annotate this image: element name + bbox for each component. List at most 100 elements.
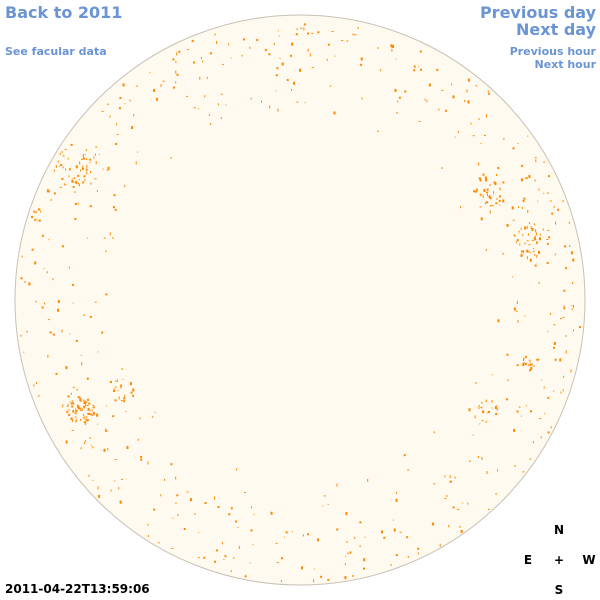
facula-point <box>115 143 118 145</box>
facula-point <box>106 405 108 407</box>
facula-point <box>132 388 135 392</box>
facula-point <box>293 81 295 85</box>
facula-point <box>157 542 160 544</box>
facula-point <box>390 44 393 48</box>
facula-point <box>149 72 151 74</box>
facula-point <box>515 310 518 312</box>
facula-point <box>87 407 90 411</box>
facula-point <box>276 562 279 564</box>
facula-point <box>307 48 309 52</box>
facula-point <box>21 255 23 258</box>
facula-point <box>89 410 91 412</box>
facula-point <box>268 53 271 56</box>
facula-point <box>327 43 330 46</box>
facula-point <box>448 525 450 528</box>
facula-point <box>494 182 497 186</box>
facula-point <box>534 179 536 182</box>
facula-point <box>522 471 525 473</box>
facula-point <box>481 457 483 460</box>
facula-point <box>535 232 537 236</box>
facula-point <box>41 306 44 309</box>
facula-point <box>333 111 336 115</box>
facula-point <box>70 392 72 395</box>
facula-point <box>57 299 60 303</box>
facula-point <box>560 391 562 394</box>
facula-point <box>534 223 536 226</box>
facula-point <box>102 168 104 170</box>
facula-point <box>24 281 27 283</box>
facula-point <box>48 190 50 193</box>
facula-point <box>237 527 239 528</box>
facula-point <box>105 293 108 296</box>
facula-point <box>390 563 392 566</box>
facula-point <box>466 89 468 93</box>
facula-point <box>497 167 500 169</box>
facula-point <box>480 217 483 221</box>
facula-point <box>426 100 428 103</box>
facula-point <box>71 429 74 431</box>
facula-point <box>72 410 75 413</box>
facula-point <box>512 276 514 278</box>
facula-point <box>487 90 489 93</box>
facula-point <box>90 413 92 415</box>
facula-point <box>516 364 519 367</box>
facula-point <box>539 418 542 420</box>
facula-point <box>433 431 435 434</box>
facula-point <box>281 557 283 560</box>
facula-point <box>82 165 84 169</box>
facula-point <box>35 218 37 220</box>
facula-point <box>360 63 363 66</box>
facula-point <box>210 123 212 126</box>
facula-point <box>67 411 69 414</box>
facula-point <box>518 230 520 233</box>
facula-point <box>279 57 281 59</box>
next-day-link[interactable]: Next day <box>516 20 596 39</box>
facula-point <box>85 158 87 161</box>
facula-point <box>433 483 436 485</box>
facula-point <box>59 186 62 188</box>
facula-point <box>90 171 91 174</box>
facula-point <box>197 557 200 559</box>
facula-point <box>523 358 526 360</box>
facula-point <box>147 523 149 526</box>
facula-point <box>526 249 529 253</box>
previous-day-link[interactable]: Previous day <box>479 3 596 22</box>
previous-hour-link[interactable]: Previous hour <box>509 45 596 58</box>
facula-point <box>562 200 564 203</box>
facula-point <box>395 491 397 494</box>
facula-point <box>417 65 419 67</box>
facula-point <box>520 415 522 417</box>
facula-point <box>519 243 521 246</box>
facula-point <box>283 536 285 538</box>
facula-point <box>479 193 481 197</box>
facula-point <box>281 62 284 66</box>
facula-point <box>209 52 212 55</box>
facula-point <box>123 397 126 400</box>
facula-point <box>497 469 498 472</box>
observation-timestamp: 2011-04-22T13:59:06 <box>5 582 150 596</box>
back-to-year-link[interactable]: Back to 2011 <box>5 3 123 22</box>
facula-point <box>537 200 539 202</box>
next-hour-link[interactable]: Next hour <box>534 58 597 71</box>
facula-point <box>479 423 481 425</box>
facula-point <box>486 399 487 402</box>
facula-point <box>329 85 332 87</box>
facula-point <box>67 409 69 411</box>
facula-point <box>531 363 533 366</box>
facula-point <box>528 244 531 246</box>
facula-point <box>120 384 123 387</box>
see-facular-data-link[interactable]: See facular data <box>5 45 107 58</box>
facula-point <box>399 531 402 533</box>
facula-point <box>406 536 409 539</box>
facula-point <box>460 530 463 533</box>
facula-point <box>101 111 104 112</box>
facula-point <box>105 250 107 253</box>
facula-point <box>359 521 362 524</box>
facula-point <box>95 161 97 165</box>
facula-point <box>512 219 515 221</box>
facula-point <box>68 409 70 411</box>
facula-point <box>47 354 49 358</box>
facula-point <box>225 104 227 106</box>
facula-point <box>529 252 531 254</box>
